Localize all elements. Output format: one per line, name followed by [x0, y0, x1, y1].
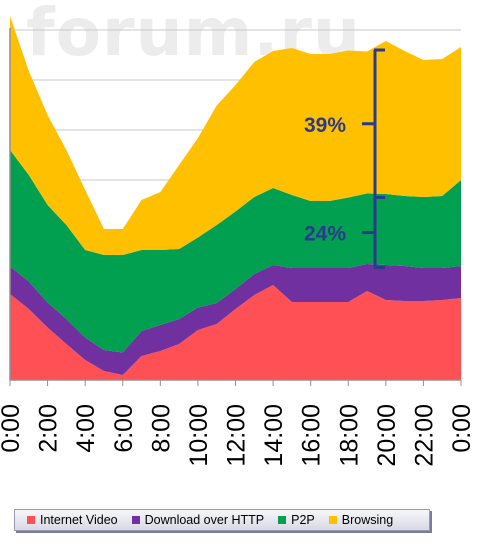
area-download-over-http: [10, 264, 461, 375]
x-tick-label: 20:00: [373, 404, 401, 467]
area-browsing: [10, 16, 461, 255]
x-tick-label: 12:00: [223, 404, 251, 467]
legend-label: Internet Video: [40, 513, 118, 527]
legend-label: P2P: [291, 513, 315, 527]
legend-swatch: [131, 516, 140, 524]
legend-item-download-over-http: Download over HTTP: [131, 513, 265, 527]
x-tick-label: 18:00: [335, 404, 363, 467]
x-tick-label: 4:00: [72, 404, 100, 453]
x-tick-label: 22:00: [410, 404, 438, 467]
legend-label: Browsing: [341, 513, 394, 527]
x-tick-label: 14:00: [260, 404, 288, 467]
legend-swatch: [278, 516, 287, 524]
legend-item-browsing: Browsing: [328, 513, 394, 527]
area-p2p: [10, 150, 461, 353]
axis-layer: 0:00 2:00 4:00 6:00 8:00 10:00 12:00 14:00 16:00…: [0, 28, 476, 467]
x-tick-label: 16:00: [298, 404, 326, 467]
legend-label: Download over HTTP: [144, 513, 265, 527]
annotation-label: 24%: [304, 223, 346, 246]
x-tick-label: 0:00: [448, 404, 476, 453]
legend-item-internet-video: Internet Video: [27, 513, 118, 527]
chart-legend: Internet Video Download over HTTP P2P Brows…: [14, 509, 430, 531]
x-tick-label: 8:00: [147, 404, 175, 453]
x-tick-label: 0:00: [0, 404, 25, 453]
legend-swatch: [328, 516, 337, 524]
legend-swatch: [27, 516, 35, 524]
x-tick-label: 2:00: [35, 404, 63, 453]
annotation-layer: 39% 24%: [304, 48, 385, 269]
x-tick-label: 6:00: [110, 404, 138, 453]
x-tick-label: 10:00: [185, 404, 213, 467]
legend-item-p2p: P2P: [278, 513, 315, 527]
area-layer: [10, 16, 461, 380]
annotation-label: 39%: [304, 114, 346, 137]
area-internet-video: [10, 285, 461, 380]
